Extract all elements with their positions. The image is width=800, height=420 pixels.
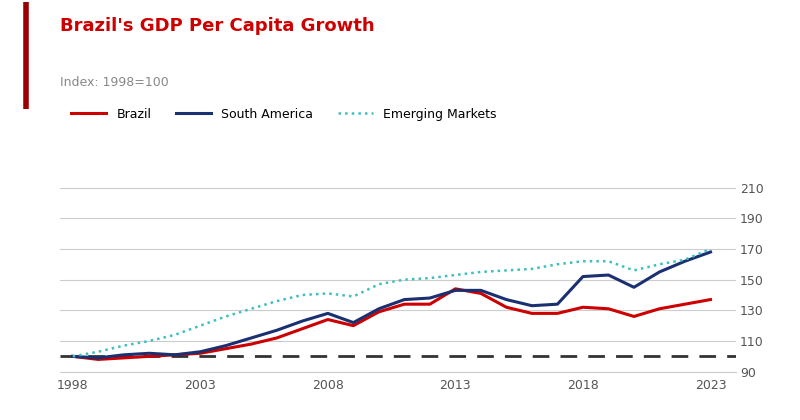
Text: Brazil's GDP Per Capita Growth: Brazil's GDP Per Capita Growth <box>60 17 374 35</box>
Legend: Brazil, South America, Emerging Markets: Brazil, South America, Emerging Markets <box>66 102 502 126</box>
Text: Index: 1998=100: Index: 1998=100 <box>60 76 169 89</box>
